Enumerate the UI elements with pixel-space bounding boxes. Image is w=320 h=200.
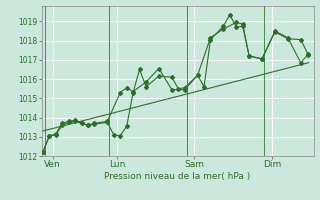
X-axis label: Pression niveau de la mer( hPa ): Pression niveau de la mer( hPa ): [104, 172, 251, 181]
